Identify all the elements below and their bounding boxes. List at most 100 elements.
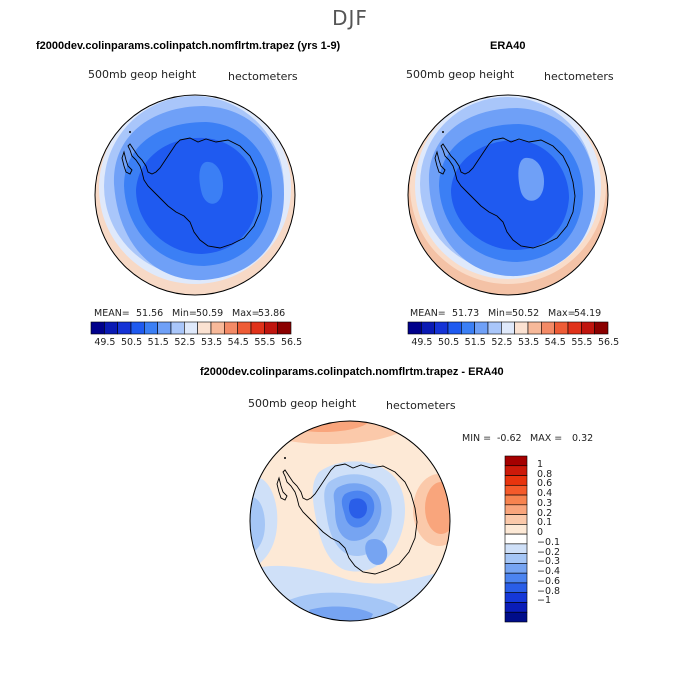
panel2-colorbar [407, 321, 609, 335]
panel1-coastline [127, 137, 263, 249]
panel2-max-value: 54.19 [574, 308, 602, 319]
panel1-colorbar-swatch [104, 321, 118, 335]
panel1-colorbar-tick-label: 51.5 [147, 337, 169, 348]
panel3-colorbar-tick-label: −0.6 [537, 575, 561, 587]
panel2-colorbar-tick-label: 51.5 [464, 337, 486, 348]
panel2-units: hectometers [544, 70, 614, 83]
panel1-map-border [94, 94, 296, 296]
panel1-colorbar-swatch [277, 321, 292, 335]
panel2-colorbar-swatch [527, 321, 542, 335]
panel3-coastline [282, 463, 418, 575]
panel2-colorbar-swatch [407, 321, 422, 335]
panel2-colorbar-tick-label: 50.5 [438, 337, 460, 348]
panel2-title: ERA40 [490, 40, 526, 52]
panel1-colorbar-tick-label: 52.5 [174, 337, 196, 348]
panel3-colorbar-swatch [504, 611, 528, 623]
panel1-colorbar-swatch [237, 321, 252, 335]
panel3-colorbar-swatch [504, 504, 528, 515]
panel2-island [442, 131, 444, 133]
panel1-contour-band-inner [199, 161, 224, 204]
panel3-band-neg-0-2-left [250, 497, 265, 554]
panel2-coastline [440, 137, 576, 249]
panel1-colorbar [90, 321, 292, 335]
panel3-colorbar-swatch [504, 563, 528, 574]
panel1-polar-map [94, 94, 296, 296]
panel3-colorbar-tick-label: 0 [537, 527, 544, 539]
panel1-colorbar-swatch [250, 321, 265, 335]
panel3-max-label: MAX = [530, 433, 563, 444]
panel3-colorbar-swatch [504, 582, 528, 594]
panel1-colorbar-swatch [264, 321, 278, 335]
panel1-colorbar-swatch [184, 321, 198, 335]
panel3-peninsula [276, 476, 288, 501]
panel1-colorbar-swatch [90, 321, 105, 335]
panel1-mean-value: 51.56 [136, 308, 164, 319]
panel2-polar-map [407, 94, 609, 296]
panel2-colorbar-swatch [514, 321, 529, 335]
panel2-min-label: Min= [488, 308, 513, 319]
panel3-colorbar-tick-label: 0.3 [537, 497, 553, 509]
panel2-colorbar-tick-label: 54.5 [544, 337, 566, 348]
panel1-colorbar-tick-label: 54.5 [227, 337, 249, 348]
panel1-colorbar-swatch [157, 321, 172, 335]
panel1-field-label: 500mb geop height [88, 68, 197, 81]
panel1-max-label: Max= [232, 308, 260, 319]
panel3-island [284, 457, 286, 459]
panel1-island [129, 131, 131, 133]
panel2-colorbar-swatch [474, 321, 489, 335]
panel3-map-border [249, 420, 451, 622]
panel2-colorbar-swatch [541, 321, 555, 335]
panel3-polar-map [249, 420, 451, 622]
panel3-colorbar-swatch [504, 494, 528, 506]
panel3-colorbar-tick-label: −0.1 [537, 536, 561, 548]
panel1-colorbar-swatch [170, 321, 185, 335]
panel3-colorbar-swatch [504, 543, 528, 554]
panel3-colorbar-swatch [504, 533, 528, 545]
panel3-colorbar-swatch [504, 465, 528, 476]
panel2-colorbar-swatch [567, 321, 582, 335]
panel1-colorbar-tick-label: 49.5 [94, 337, 116, 348]
panel2-colorbar-tick-label: 49.5 [411, 337, 433, 348]
panel1-min-label: Min= [172, 308, 197, 319]
panel1-colorbar-swatch [197, 321, 212, 335]
panel1-colorbar-swatch [210, 321, 225, 335]
panel2-colorbar-swatch [581, 321, 595, 335]
panel1-colorbar-tick-label: 53.5 [201, 337, 223, 348]
panel3-colorbar-swatch [504, 592, 528, 603]
panel3-colorbar-tick-label: −0.3 [537, 556, 561, 568]
panel2-colorbar-swatch [487, 321, 502, 335]
panel3-title: f2000dev.colinparams.colinpatch.nomflrtm… [200, 366, 504, 378]
panel3-band-0-2-right [425, 482, 450, 534]
panel2-mean-label: MEAN= [410, 308, 446, 319]
figure-suptitle: DJF [332, 6, 368, 30]
panel3-min-value: -0.62 [497, 433, 522, 444]
panel1-max-value: 53.86 [258, 308, 286, 319]
panel1-units: hectometers [228, 70, 298, 83]
panel2-field-label: 500mb geop height [406, 68, 515, 81]
panel2-colorbar-swatch [434, 321, 449, 335]
panel2-contour-band-inner-high [518, 157, 545, 201]
panel1-peninsula [121, 150, 133, 175]
panel3-colorbar-tick-label: −0.2 [537, 546, 561, 558]
panel2-colorbar-tick-label: 56.5 [598, 337, 620, 348]
panel3-colorbar-swatch [504, 514, 528, 525]
panel1-min-value: 50.59 [196, 308, 224, 319]
panel1-colorbar-tick-label: 56.5 [281, 337, 303, 348]
panel2-colorbar-swatch [554, 321, 569, 335]
panel1-title: f2000dev.colinparams.colinpatch.nomflrtm… [36, 40, 341, 52]
panel1-contour-band-50-5 [136, 137, 258, 254]
panel2-peninsula [434, 150, 446, 175]
panel1-mean-label: MEAN= [94, 308, 130, 319]
panel3-colorbar-tick-label: −0.4 [537, 566, 561, 578]
panel1-colorbar-swatch [144, 321, 158, 335]
panel2-colorbar-swatch [594, 321, 609, 335]
panel3-colorbar-swatch [504, 475, 528, 486]
panel3-colorbar-tick-label: 0.4 [537, 488, 553, 500]
panel3-colorbar-swatch [504, 553, 528, 564]
panel2-map-border [407, 94, 609, 296]
panel3-field-label: 500mb geop height [248, 397, 357, 410]
panel3-colorbar-swatch [504, 455, 528, 467]
panel2-mean-value: 51.73 [452, 308, 480, 319]
panel2-colorbar-tick-label: 52.5 [491, 337, 513, 348]
panel3-colorbar-tick-label: 0.1 [537, 517, 553, 529]
